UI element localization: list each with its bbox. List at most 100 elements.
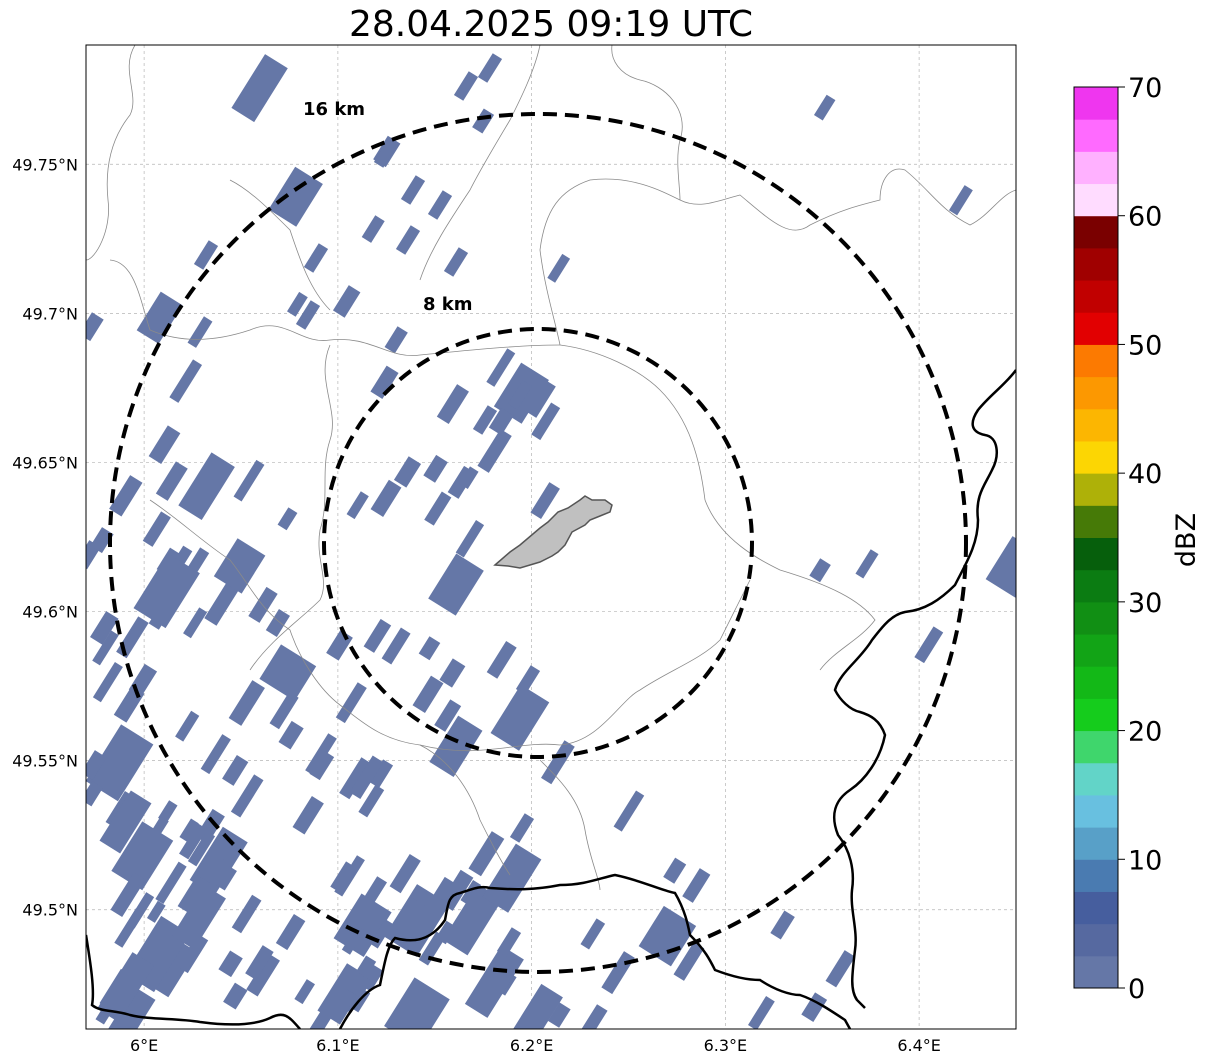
radar-echo (468, 831, 505, 877)
y-tick-label: 49.75°N (12, 155, 78, 174)
radar-echo (341, 925, 365, 955)
radar-echo (472, 405, 498, 435)
radar-echo (177, 933, 209, 974)
radar-echo (233, 459, 265, 502)
range-ring-8km (322, 327, 754, 759)
radar-echo (348, 973, 372, 999)
colorbar-tick-label: 70 (1128, 73, 1162, 104)
radar-echo (985, 536, 1016, 598)
radar-echo (265, 609, 290, 637)
radar-echo (525, 379, 556, 418)
radar-echo (638, 905, 697, 967)
gridlines (86, 45, 1016, 1029)
radar-echo (400, 175, 426, 205)
radar-echo (423, 454, 448, 483)
radar-echo (381, 627, 411, 665)
x-tick-label: 6.2°E (510, 1036, 554, 1055)
x-tick-label: 6.1°E (316, 1036, 360, 1055)
colorbar-segment (1074, 247, 1118, 281)
radar-echo (275, 914, 306, 951)
radar-echo (682, 868, 711, 903)
radar-echo (231, 54, 288, 123)
radar-echo (215, 865, 237, 891)
radar-echo (110, 872, 146, 918)
radar-echo (486, 348, 516, 387)
colorbar-segment (1074, 859, 1118, 892)
colorbar-segment (1074, 634, 1118, 667)
colorbar-segment (1074, 183, 1118, 217)
colorbar-segment (1074, 119, 1118, 152)
colorbar-segment (1074, 891, 1118, 925)
radar-echo (418, 636, 441, 661)
radar-echo (613, 790, 645, 832)
radar-echo (439, 658, 466, 688)
colorbar-segment (1074, 601, 1118, 635)
radar-echo (464, 945, 524, 1018)
radar-echo (361, 215, 385, 243)
radar-echo (547, 1002, 571, 1028)
y-tick-label: 49.5°N (22, 901, 78, 920)
radar-echo (169, 359, 203, 403)
radar-echo (99, 790, 152, 854)
y-tick-label: 49.6°N (22, 603, 78, 622)
radar-echo (547, 253, 571, 283)
radar-echo (158, 800, 178, 824)
x-axis-ticks: 6°E 6.1°E 6.2°E 6.3°E 6.4°E (130, 1036, 941, 1055)
colorbar-tick-label: 50 (1128, 330, 1162, 361)
radar-echo (370, 479, 402, 517)
y-tick-label: 49.65°N (12, 453, 78, 472)
radar-echo (370, 365, 399, 399)
radar-echo (114, 908, 144, 948)
radar-echo (200, 734, 231, 775)
radar-echo (748, 996, 775, 1029)
radar-echo (531, 402, 561, 441)
colorbar-segment (1074, 215, 1118, 249)
colorbar-segment (1074, 151, 1118, 185)
ring-label-8km: 8 km (423, 294, 473, 315)
colorbar-ticks: 0 10 20 30 40 50 60 70 (1118, 73, 1162, 1005)
radar-echo (177, 874, 210, 915)
colorbar-tick-label: 60 (1128, 202, 1162, 233)
radar-echo (231, 894, 262, 934)
radar-echo (393, 456, 422, 488)
radar-echo (809, 558, 831, 583)
colorbar-segment (1074, 955, 1118, 989)
radar-echo (195, 808, 225, 844)
radar-echo (369, 759, 394, 789)
radar-echo (175, 710, 200, 742)
radar-echo (218, 950, 243, 978)
radar-echo (133, 553, 200, 629)
colorbar-frame (1073, 86, 1119, 989)
colorbar-segment (1074, 376, 1118, 410)
radar-echo (389, 854, 421, 894)
radar-echo (148, 425, 181, 464)
radar-echo (509, 813, 535, 843)
colorbar-tick-label: 0 (1128, 974, 1145, 1005)
radar-echo (230, 774, 264, 818)
radar-echo (92, 661, 123, 703)
radar-echo (384, 326, 408, 354)
radar-echo (223, 982, 248, 1010)
radar-echo (295, 300, 321, 330)
radar-echo (303, 243, 329, 273)
radar-echo (92, 630, 119, 666)
radar-echo (436, 384, 469, 425)
colorbar-segment (1074, 698, 1118, 732)
radar-echo (193, 240, 219, 270)
radar-echo (506, 983, 563, 1029)
radar-echo (384, 977, 450, 1029)
radar-echo (363, 618, 392, 653)
radar-echo (277, 507, 298, 531)
radar-echo (477, 428, 512, 473)
radar-echo (278, 720, 304, 750)
radar-echo (948, 185, 973, 216)
colorbar-segment (1074, 312, 1118, 345)
colorbar-segment (1074, 344, 1118, 378)
x-tick-label: 6.3°E (704, 1036, 748, 1055)
radar-echo (395, 225, 421, 255)
radar-echo (346, 491, 369, 520)
radar-echo (97, 952, 155, 1023)
radar-echo (136, 291, 183, 344)
x-tick-label: 6.4°E (897, 1036, 941, 1055)
